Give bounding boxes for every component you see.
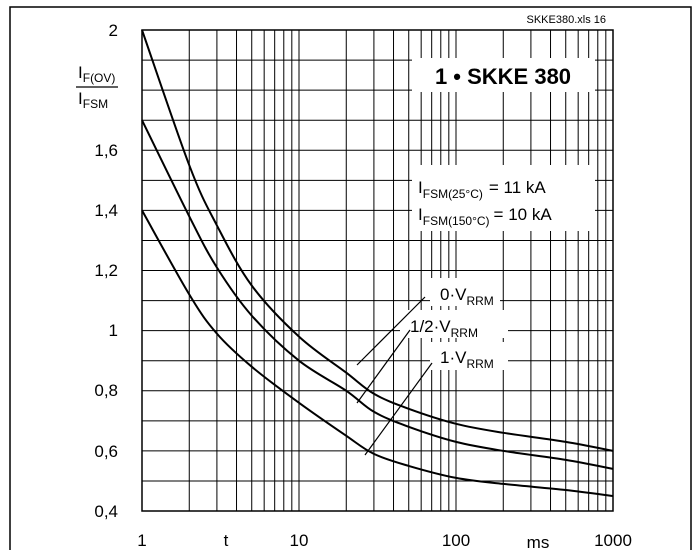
chart-title: 1 • SKKE 380 bbox=[435, 64, 571, 89]
ifsm-box bbox=[412, 165, 595, 231]
x-tick-label: 10 bbox=[290, 531, 309, 550]
y-tick-label: 1,4 bbox=[94, 201, 118, 220]
series-label-box-2 bbox=[430, 342, 508, 370]
series-label-box-0 bbox=[430, 278, 500, 306]
source-note: SKKE380.xls 16 bbox=[527, 14, 607, 26]
leader-line-1 bbox=[356, 329, 411, 404]
series-label-box-1 bbox=[400, 310, 508, 338]
x-tick-label: 100 bbox=[442, 531, 470, 550]
y-tick-label: 0,4 bbox=[94, 502, 118, 521]
leader-line-0 bbox=[356, 296, 426, 366]
series-label-0: 0·VRRM bbox=[440, 285, 494, 308]
series-line-2 bbox=[141, 209, 614, 497]
series-label-1: 1/2·VRRM bbox=[410, 317, 478, 340]
y-tick-label: 2 bbox=[109, 21, 118, 40]
title-box bbox=[412, 58, 595, 92]
grid bbox=[141, 29, 614, 512]
y-axis-label-denominator: IFSM bbox=[78, 89, 108, 111]
leader-line-2 bbox=[364, 362, 433, 456]
x-tick-label: 1 bbox=[137, 531, 146, 550]
y-tick-label: 1 bbox=[109, 321, 118, 340]
y-tick-label: 0,6 bbox=[94, 442, 118, 461]
figure-frame bbox=[9, 6, 692, 555]
ifsm-150-annotation: IFSM(150°C) = 10 kA bbox=[418, 205, 552, 228]
series-label-2: 1·VRRM bbox=[440, 348, 494, 371]
x-tick-label: 1000 bbox=[594, 531, 632, 550]
ifsm-25-annotation: IFSM(25°C) = 11 kA bbox=[418, 178, 546, 201]
x-axis-label: t bbox=[224, 531, 229, 550]
plot-border bbox=[141, 29, 614, 512]
y-axis-label-numerator: IF(OV) bbox=[78, 63, 115, 85]
y-tick-label: 1,6 bbox=[94, 141, 118, 160]
y-tick-label: 1,2 bbox=[94, 261, 118, 280]
curves bbox=[141, 29, 614, 497]
source-note-box bbox=[540, 10, 610, 26]
series-line-0 bbox=[141, 29, 614, 452]
y-tick-label: 0,8 bbox=[94, 381, 118, 400]
series-line-1 bbox=[141, 119, 614, 470]
x-axis-unit: ms bbox=[527, 533, 550, 550]
